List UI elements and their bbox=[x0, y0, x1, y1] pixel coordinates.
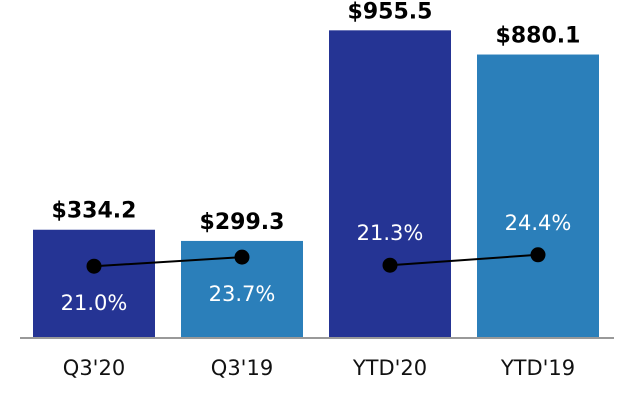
value-label-1: $334.2 bbox=[52, 199, 137, 224]
value-label-2: $299.3 bbox=[200, 210, 285, 235]
margin-label-4: 24.4% bbox=[505, 211, 572, 235]
margin-label-2: 23.7% bbox=[209, 282, 276, 306]
margin-marker-1 bbox=[86, 258, 102, 274]
margin-line-1 bbox=[93, 256, 243, 268]
margin-marker-4 bbox=[530, 247, 546, 263]
bar-3 bbox=[329, 30, 451, 338]
margin-markers-group bbox=[86, 247, 546, 274]
margin-lines-group bbox=[93, 253, 539, 268]
value-label-4: $880.1 bbox=[496, 24, 581, 49]
bars-group bbox=[33, 30, 599, 338]
margin-label-3: 21.3% bbox=[357, 221, 424, 245]
margin-label-1: 21.0% bbox=[61, 291, 128, 315]
margin-marker-3 bbox=[382, 257, 398, 273]
margin-line-2 bbox=[389, 253, 539, 267]
value-label-3: $955.5 bbox=[348, 0, 433, 24]
bar-4 bbox=[477, 54, 599, 337]
margin-marker-2 bbox=[234, 249, 250, 265]
category-label-1: Q3'20 bbox=[63, 356, 125, 380]
labels-group: $334.2 Q3'20 $299.3 Q3'19 $955.5 YTD'20 $880.1… bbox=[52, 0, 581, 380]
category-label-3: YTD'20 bbox=[352, 356, 427, 380]
category-label-2: Q3'19 bbox=[211, 356, 273, 380]
category-label-4: YTD'19 bbox=[500, 356, 575, 380]
bar-1 bbox=[33, 229, 155, 337]
